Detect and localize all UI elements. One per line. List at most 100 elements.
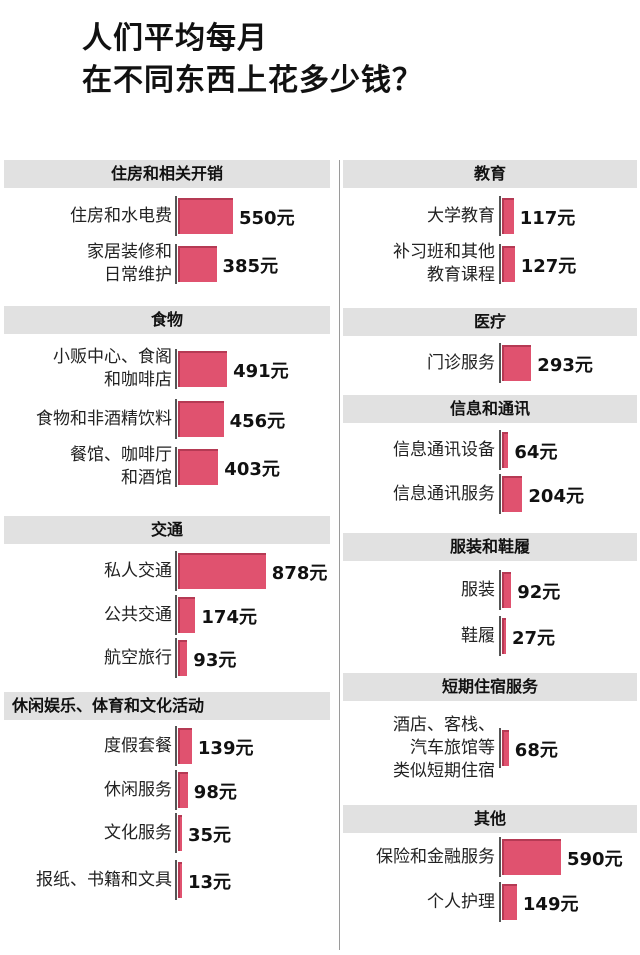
section-header: 教育 <box>343 160 637 188</box>
chart-title-line-1: 人们平均每月 <box>82 21 268 56</box>
bar <box>178 772 188 808</box>
bar-axis-tick <box>499 343 501 383</box>
bar-value-label: 93元 <box>193 650 237 671</box>
bar-value-label: 139元 <box>197 738 254 759</box>
bar-value-label: 403元 <box>224 459 280 480</box>
bar-label-line: 鞋履 <box>461 625 495 646</box>
bar-value-label: 92元 <box>517 582 561 603</box>
section-header: 其他 <box>343 805 637 833</box>
chart-title: 人们平均每月 在不同东西上花多少钱？ <box>82 18 423 102</box>
bar-label-line: 日常维护 <box>104 265 172 285</box>
bar-label-line: 信息通讯设备 <box>393 439 495 460</box>
bar-label: 大学教育 <box>427 205 495 228</box>
section-header: 休闲娱乐、体育和文化活动 <box>4 692 330 720</box>
bar <box>178 815 182 851</box>
bar <box>178 351 228 387</box>
bar-label: 酒店、客栈、 汽车旅馆等 类似短期住宿 <box>393 714 495 783</box>
bar-value-label: 550元 <box>239 208 295 229</box>
section-header: 交通 <box>4 516 330 544</box>
bar-label-line: 小贩中心、食阁 <box>53 347 172 367</box>
bar-axis-tick <box>499 244 501 284</box>
bar-axis-tick <box>175 770 177 810</box>
bar-value-label: 13元 <box>188 872 232 893</box>
bar <box>178 449 219 485</box>
bar-value-label: 27元 <box>512 628 556 649</box>
bar-label-line: 休闲服务 <box>104 779 172 800</box>
bar-value-label: 117元 <box>519 208 576 229</box>
bar-label-line: 文化服务 <box>104 822 172 843</box>
bar-axis-tick <box>499 616 501 656</box>
bar-value-label: 293元 <box>537 355 593 376</box>
bar <box>178 553 266 589</box>
bar-value-label: 491元 <box>233 361 289 382</box>
bar-axis-tick <box>175 196 177 236</box>
bar <box>178 246 217 282</box>
bar-axis-tick <box>175 813 177 853</box>
bar-label-line: 信息通讯服务 <box>393 483 495 504</box>
bar <box>178 728 192 764</box>
bar-label-line: 报纸、书籍和文具 <box>36 869 172 890</box>
bar <box>502 198 514 234</box>
bar-axis-tick <box>175 551 177 591</box>
bar-label: 食物和非酒精饮料 <box>36 408 172 431</box>
chart-title-line-2: 在不同东西上花多少钱？ <box>82 63 423 98</box>
bar-label-line: 教育课程 <box>427 265 495 285</box>
bar-axis-tick <box>175 726 177 766</box>
bar-value-label: 64元 <box>514 442 558 463</box>
bar <box>502 345 532 381</box>
bar-value-label: 385元 <box>222 256 279 277</box>
bar-axis-tick <box>175 399 177 439</box>
bar-label-line: 酒店、客栈、 <box>393 714 495 735</box>
bar-label: 信息通讯设备 <box>393 439 495 462</box>
bar-axis-tick <box>175 349 177 389</box>
bar-label-line: 类似短期住宿 <box>393 760 495 781</box>
bar-axis-tick <box>175 244 177 284</box>
bar-label-line: 个人护理 <box>427 891 495 912</box>
bar-label-line: 补习班和其他 <box>393 242 495 262</box>
bar-value-label: 149元 <box>522 894 579 915</box>
bar-label: 住房和水电费 <box>70 205 172 228</box>
bar-label-line: 住房和水电费 <box>70 205 172 226</box>
bar-label-line: 和咖啡店 <box>104 370 172 390</box>
bar-label-line: 家居装修和 <box>87 242 172 262</box>
bar-axis-tick <box>499 196 501 236</box>
bar-label-line: 食物和非酒精饮料 <box>36 408 172 429</box>
bar-value-label: 878元 <box>271 563 328 584</box>
bar-value-label: 68元 <box>514 740 558 761</box>
bar-label-line: 和酒馆 <box>121 468 172 488</box>
bar-label: 文化服务 <box>104 822 172 845</box>
section-header: 医疗 <box>343 308 637 336</box>
bar-label: 个人护理 <box>427 891 495 914</box>
bar-value-label: 127元 <box>520 256 577 277</box>
bar-axis-tick <box>499 474 501 514</box>
bar-label-line: 门诊服务 <box>427 352 495 373</box>
section-header: 服装和鞋履 <box>343 533 637 561</box>
section-header: 住房和相关开销 <box>4 160 330 188</box>
bar <box>178 640 188 676</box>
bar <box>502 246 515 282</box>
bar-label: 报纸、书籍和文具 <box>36 869 172 892</box>
bar-label-line: 服装 <box>461 579 495 600</box>
bar-axis-tick <box>499 837 501 877</box>
bar-label-line: 大学教育 <box>427 205 495 226</box>
bar <box>502 839 561 875</box>
bar-axis-tick <box>499 430 501 470</box>
section-header: 食物 <box>4 306 330 334</box>
bar <box>178 597 196 633</box>
bar-label: 餐馆、咖啡厅和酒馆 <box>70 444 172 490</box>
bar-label-line: 餐馆、咖啡厅 <box>70 445 172 465</box>
bar-label: 信息通讯服务 <box>393 483 495 506</box>
bar <box>502 432 509 468</box>
bar-label: 度假套餐 <box>104 735 172 758</box>
bar-label: 门诊服务 <box>427 352 495 375</box>
bar-label: 私人交通 <box>104 560 172 583</box>
bar-axis-tick <box>499 882 501 922</box>
bar-axis-tick <box>175 595 177 635</box>
bar-axis-tick <box>499 570 501 610</box>
bar-axis-tick <box>175 447 177 487</box>
bar-value-label: 204元 <box>528 486 584 507</box>
column-divider <box>339 160 340 950</box>
bar-axis-tick <box>175 638 177 678</box>
bar <box>178 198 233 234</box>
bar-label: 保险和金融服务 <box>376 846 495 869</box>
